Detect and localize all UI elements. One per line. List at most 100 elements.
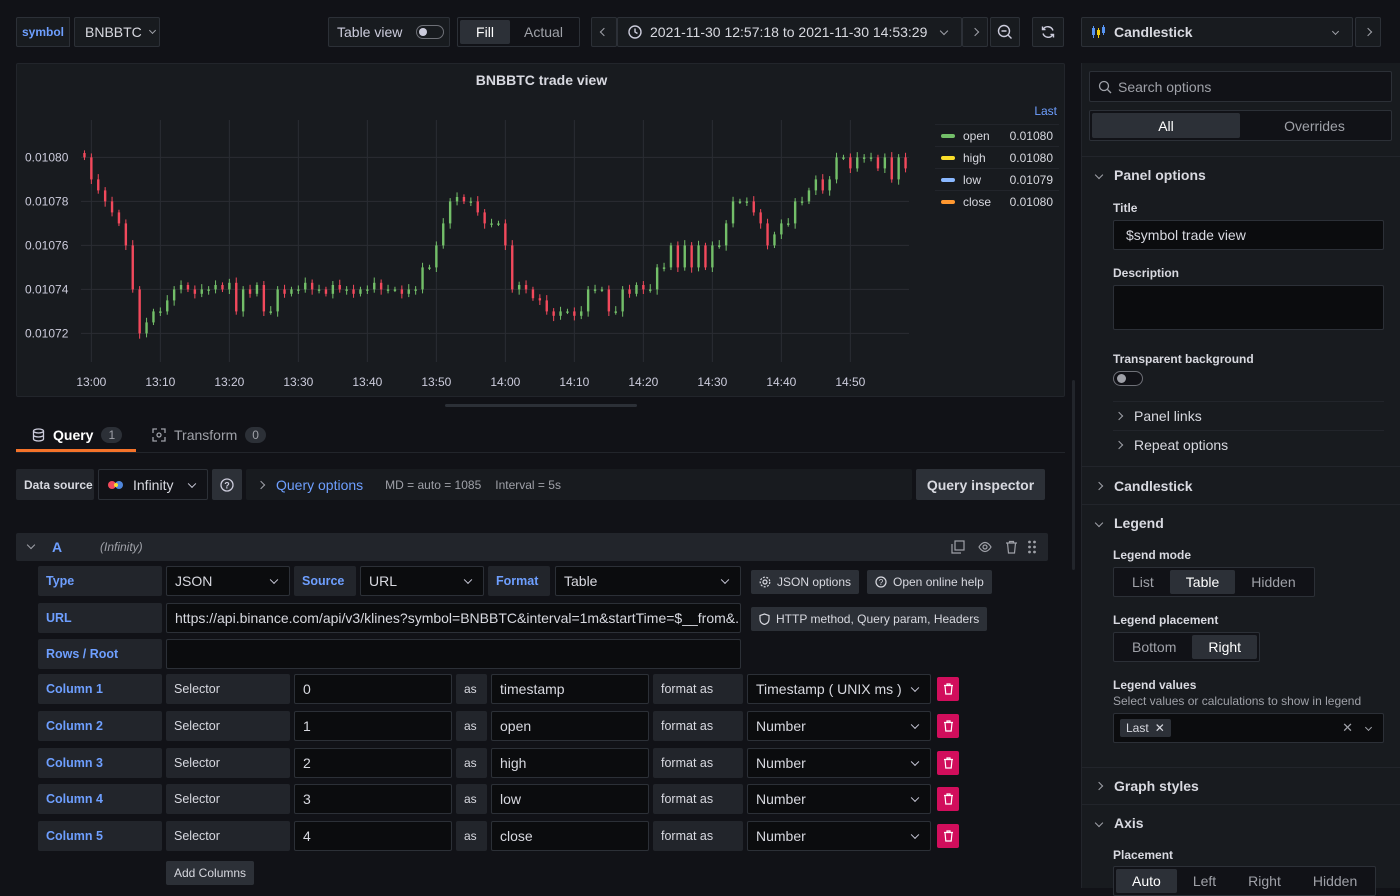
column-alias-input[interactable]: high [491,747,649,778]
transparent-background-switch[interactable] [1113,371,1143,386]
pane-splitter-handle[interactable] [1072,380,1075,570]
candlestick-chart[interactable]: 0.01080 0.01078 0.01076 0.01074 0.01072 13:00… [17,64,932,398]
axis-placement-option-auto[interactable]: Auto [1116,869,1177,893]
delete-column-button[interactable] [937,824,959,849]
tab-transform[interactable]: Transform 0 [152,420,282,450]
axis-placement-option-hidden[interactable]: Hidden [1312,873,1358,889]
column-format-select[interactable]: Number [747,710,931,741]
format-select[interactable]: Table [555,566,741,596]
toggle-switch[interactable] [416,25,445,39]
repeat-options-section[interactable]: Repeat options [1114,437,1228,453]
open-online-help-button[interactable]: ? Open online help [867,570,992,594]
collapse-chevron-icon[interactable] [26,540,36,550]
trash-icon[interactable] [1005,540,1018,554]
panel-links-section[interactable]: Panel links [1114,408,1202,424]
legend-series-value: 0.01080 [1009,150,1053,165]
symbol-variable-value: BNBBTC [85,24,142,40]
column-alias-input[interactable]: low [491,784,649,815]
legend-value-chip[interactable]: Last ✕ [1120,719,1171,737]
legend-item-open[interactable]: open 0.01080 [935,124,1059,146]
column-selector-input[interactable]: 3 [294,784,452,815]
column-format-select[interactable]: Timestamp ( UNIX ms ) [747,674,931,704]
y-axis-tick-label: 0.01074 [25,282,69,296]
datasource-picker[interactable]: Infinity [98,469,208,500]
legend-item-close[interactable]: close 0.01080 [935,190,1059,212]
actual-option[interactable]: Actual [524,24,563,40]
legend-item-high[interactable]: high 0.01080 [935,146,1059,168]
close-icon[interactable]: ✕ [1154,721,1165,735]
description-textarea[interactable] [1113,285,1384,330]
delete-column-button[interactable] [937,713,959,738]
json-options-label: JSON options [777,575,852,589]
tab-query[interactable]: Query 1 [16,420,136,452]
fill-option[interactable]: Fill [460,20,510,44]
delete-column-button[interactable] [937,787,959,812]
column-format-select[interactable]: Number [747,821,931,852]
type-select[interactable]: JSON [166,566,290,596]
shield-icon [759,613,770,625]
column-alias-input[interactable]: timestamp [491,674,649,704]
column-selector-input[interactable]: 0 [294,674,452,704]
column-selector-input[interactable]: 4 [294,821,452,852]
eye-icon[interactable] [978,540,992,554]
column-format-select[interactable]: Number [747,784,931,815]
drag-handle-icon[interactable] [1027,539,1037,555]
visualization-picker[interactable]: Candlestick [1081,17,1353,47]
time-range-text: 2021-11-30 12:57:18 to 2021-11-30 14:53:… [650,24,928,40]
time-forward-button[interactable] [962,17,988,47]
tab-overrides[interactable]: Overrides [1284,117,1345,134]
source-select[interactable]: URL [360,566,484,596]
legend-mode-option-list[interactable]: List [1132,574,1154,590]
search-options-input[interactable]: Search options [1089,71,1392,102]
legend-placement-option-bottom[interactable]: Bottom [1132,639,1177,655]
column-selector-input[interactable]: 1 [294,710,452,741]
candlestick-section[interactable]: Candlestick [1094,478,1193,494]
legend-mode-option-hidden[interactable]: Hidden [1251,574,1296,590]
query-ref-id[interactable]: A [52,539,63,555]
zoom-out-button[interactable] [990,17,1020,47]
http-options-button[interactable]: HTTP method, Query param, Headers [751,607,988,631]
legend-item-low[interactable]: low 0.01079 [935,168,1059,190]
panel-options-section[interactable]: Panel options [1094,167,1206,183]
legend-placement-option-right[interactable]: Right [1192,635,1258,659]
legend-header-last[interactable]: Last [1034,104,1057,118]
datasource-help-button[interactable]: ? [212,469,242,500]
tab-all[interactable]: All [1092,113,1240,138]
question-circle-icon: ? [875,576,887,588]
legend-section[interactable]: Legend [1094,515,1164,531]
column-format-select[interactable]: Number [747,747,931,778]
collapse-options-button[interactable] [1355,17,1381,47]
query-options-bar[interactable]: Query options MD = auto = 1085 Interval … [246,469,912,500]
time-back-button[interactable] [591,17,617,47]
time-range-picker[interactable]: 2021-11-30 12:57:18 to 2021-11-30 14:53:… [617,17,962,47]
column-alias-input[interactable]: open [491,710,649,741]
query-options-label[interactable]: Query options [276,476,364,493]
delete-column-button[interactable] [937,750,959,775]
clear-icon[interactable]: ✕ [1342,720,1353,735]
column-selector-input[interactable]: 2 [294,747,452,778]
axis-section[interactable]: Axis [1094,815,1144,831]
candle-body [200,289,203,294]
query-inspector-button[interactable]: Query inspector [916,469,1045,500]
refresh-button[interactable] [1032,17,1064,47]
column-alias-input[interactable]: close [491,821,649,852]
json-options-button[interactable]: JSON options [751,570,860,594]
query-row-header[interactable]: A (Infinity) [16,533,1048,561]
candle-body [483,212,486,224]
panel-resize-handle[interactable] [445,404,637,407]
rows-root-input[interactable] [166,639,741,669]
legend-mode-option-table[interactable]: Table [1169,570,1236,594]
table-view-toggle[interactable]: Table view [328,17,450,47]
axis-placement-option-right[interactable]: Right [1248,873,1281,889]
delete-column-button[interactable] [937,677,959,701]
candle-body [241,289,245,312]
axis-placement-option-left[interactable]: Left [1192,873,1217,889]
title-input[interactable]: $symbol trade view [1113,220,1384,250]
add-columns-button[interactable]: Add Columns [166,861,255,885]
symbol-variable-select[interactable]: BNBBTC [74,17,160,47]
url-input[interactable]: https://api.binance.com/api/v3/klines?sy… [166,603,741,633]
legend-values-select[interactable]: Last ✕ ✕ [1113,713,1384,743]
column-label: Column 1 [38,674,162,704]
duplicate-icon[interactable] [951,540,965,554]
graph-styles-section[interactable]: Graph styles [1094,778,1199,794]
